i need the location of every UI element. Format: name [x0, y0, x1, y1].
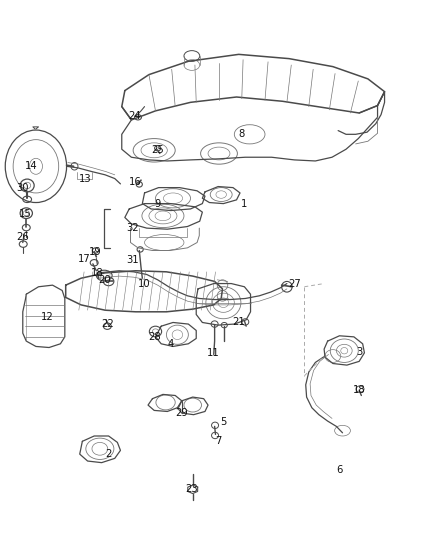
Text: 23: 23: [186, 484, 198, 494]
Text: 25: 25: [151, 146, 164, 155]
Text: 24: 24: [129, 111, 141, 121]
Text: 17: 17: [78, 254, 91, 263]
Text: 13: 13: [79, 174, 92, 183]
Text: 4: 4: [168, 339, 174, 349]
Text: 20: 20: [98, 275, 110, 285]
Text: 8: 8: [239, 130, 245, 139]
Text: 30: 30: [17, 183, 29, 192]
Text: 21: 21: [232, 318, 245, 327]
Text: 19: 19: [89, 247, 102, 256]
Text: 18: 18: [353, 385, 365, 395]
Text: 11: 11: [207, 348, 220, 358]
Text: 6: 6: [336, 465, 343, 475]
Text: 2: 2: [106, 449, 112, 459]
Text: 31: 31: [126, 255, 138, 265]
Text: 12: 12: [41, 312, 54, 322]
Text: 7: 7: [215, 437, 221, 446]
Text: 1: 1: [241, 199, 247, 208]
Text: 16: 16: [128, 177, 141, 187]
Text: 10: 10: [138, 279, 151, 288]
Text: 26: 26: [16, 232, 29, 242]
Text: 15: 15: [19, 209, 32, 219]
Text: 22: 22: [101, 319, 114, 329]
Text: 14: 14: [25, 161, 38, 171]
Text: 3: 3: [356, 347, 362, 357]
Text: 32: 32: [126, 223, 138, 233]
Text: 28: 28: [148, 332, 160, 342]
Text: 9: 9: [155, 199, 161, 208]
Text: 27: 27: [288, 279, 301, 288]
Text: 5: 5: [220, 417, 226, 427]
Text: 29: 29: [175, 408, 188, 418]
Text: 18: 18: [91, 268, 103, 278]
